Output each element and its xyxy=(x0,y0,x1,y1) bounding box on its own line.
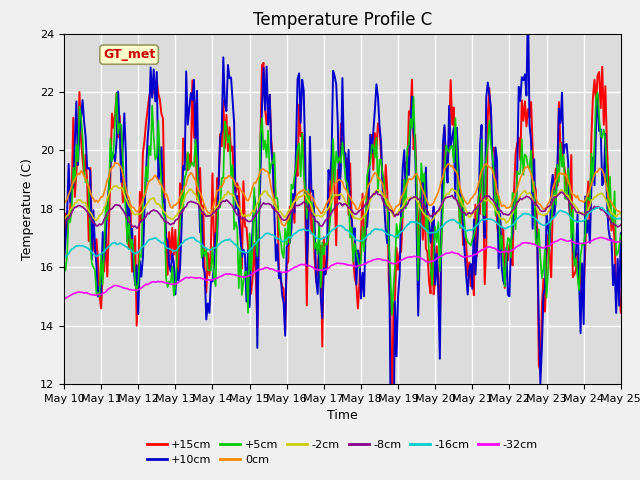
-8cm xyxy=(399,208,406,214)
+10cm xyxy=(552,197,559,203)
+10cm xyxy=(524,1,532,7)
-16cm xyxy=(164,246,172,252)
+5cm xyxy=(60,268,68,274)
+10cm xyxy=(410,129,417,134)
-16cm xyxy=(595,204,603,210)
+15cm xyxy=(260,60,268,66)
-16cm xyxy=(549,216,557,221)
-32cm xyxy=(377,256,385,262)
+15cm xyxy=(379,175,387,180)
-8cm xyxy=(380,201,388,206)
+10cm xyxy=(60,259,68,264)
+15cm xyxy=(617,310,625,315)
+5cm xyxy=(550,188,558,193)
-32cm xyxy=(60,296,68,301)
-2cm xyxy=(502,220,510,226)
-2cm xyxy=(617,210,625,216)
-2cm xyxy=(76,197,83,203)
-8cm xyxy=(617,222,625,228)
0cm xyxy=(412,172,419,178)
-2cm xyxy=(552,193,559,199)
Title: Temperature Profile C: Temperature Profile C xyxy=(253,11,432,29)
Line: -32cm: -32cm xyxy=(64,238,621,299)
+5cm xyxy=(377,157,385,163)
Line: -16cm: -16cm xyxy=(64,207,621,258)
+10cm xyxy=(617,230,625,236)
-8cm xyxy=(372,188,380,194)
-2cm xyxy=(113,183,120,189)
-2cm xyxy=(165,215,173,221)
-16cm xyxy=(408,219,416,225)
-32cm xyxy=(617,239,625,244)
-8cm xyxy=(412,194,419,200)
Text: GT_met: GT_met xyxy=(103,48,156,61)
-32cm xyxy=(164,280,172,286)
Legend: +15cm, +10cm, +5cm, 0cm, -2cm, -8cm, -16cm, -32cm: +15cm, +10cm, +5cm, 0cm, -2cm, -8cm, -16… xyxy=(142,435,543,469)
-32cm xyxy=(76,289,83,295)
+5cm xyxy=(76,104,83,109)
+10cm xyxy=(388,470,396,476)
+15cm xyxy=(552,166,559,171)
-8cm xyxy=(76,203,83,208)
0cm xyxy=(165,200,173,206)
-2cm xyxy=(379,191,387,197)
-16cm xyxy=(76,243,83,249)
0cm xyxy=(76,172,83,178)
+10cm xyxy=(76,132,83,138)
-8cm xyxy=(552,195,559,201)
+5cm xyxy=(617,232,625,238)
-32cm xyxy=(408,254,416,260)
-2cm xyxy=(397,205,405,211)
Line: -2cm: -2cm xyxy=(64,186,621,223)
-8cm xyxy=(133,225,141,231)
+10cm xyxy=(377,139,385,145)
-32cm xyxy=(597,235,605,240)
Line: +10cm: +10cm xyxy=(64,4,621,473)
Line: +5cm: +5cm xyxy=(64,93,621,315)
+15cm xyxy=(388,424,396,430)
-16cm xyxy=(60,255,68,261)
+15cm xyxy=(399,211,406,217)
-32cm xyxy=(549,240,557,246)
-2cm xyxy=(60,216,68,222)
+5cm xyxy=(410,94,417,100)
0cm xyxy=(552,178,559,183)
Line: +15cm: +15cm xyxy=(64,63,621,427)
0cm xyxy=(399,192,406,197)
+5cm xyxy=(164,284,172,290)
+10cm xyxy=(397,203,405,209)
+15cm xyxy=(76,89,83,95)
+5cm xyxy=(397,215,405,221)
+5cm xyxy=(388,312,396,318)
0cm xyxy=(380,190,388,195)
+15cm xyxy=(412,132,419,138)
+10cm xyxy=(164,238,172,244)
0cm xyxy=(617,210,625,216)
+5cm xyxy=(594,90,602,96)
-32cm xyxy=(396,259,403,264)
+15cm xyxy=(164,272,172,277)
-16cm xyxy=(396,231,403,237)
0cm xyxy=(280,223,287,228)
X-axis label: Time: Time xyxy=(327,409,358,422)
Line: -8cm: -8cm xyxy=(64,191,621,228)
-2cm xyxy=(410,194,417,200)
Y-axis label: Temperature (C): Temperature (C) xyxy=(22,158,35,260)
-8cm xyxy=(165,221,173,227)
-8cm xyxy=(60,218,68,224)
0cm xyxy=(111,159,119,165)
-16cm xyxy=(617,216,625,221)
0cm xyxy=(60,200,68,205)
-16cm xyxy=(377,227,385,232)
Line: 0cm: 0cm xyxy=(64,162,621,226)
+15cm xyxy=(60,242,68,248)
